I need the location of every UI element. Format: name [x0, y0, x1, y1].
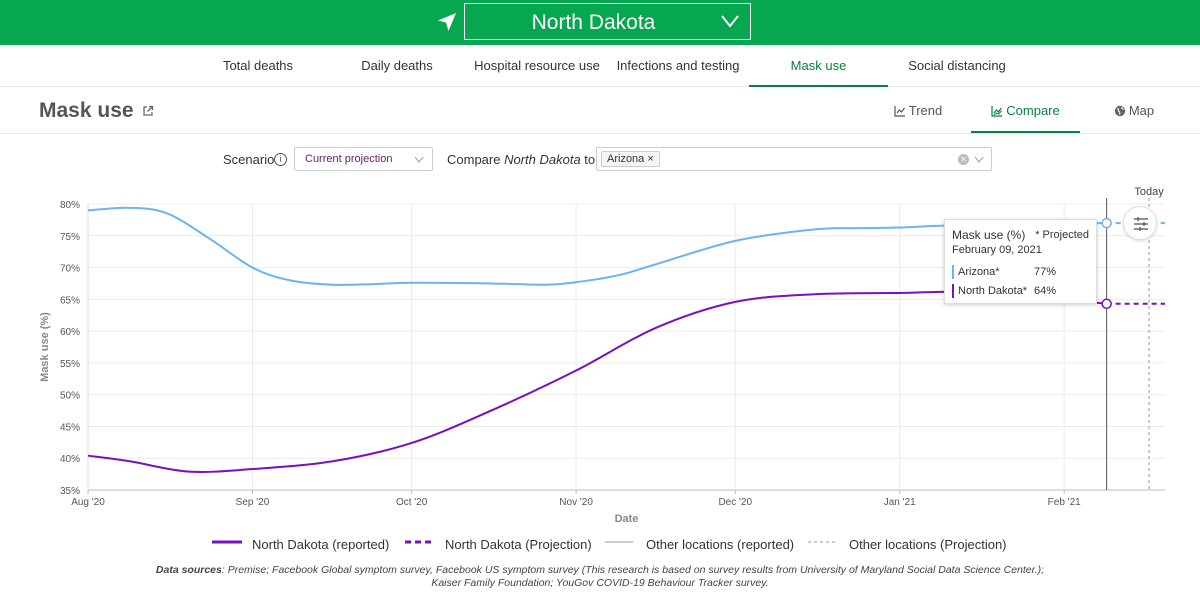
page-title: Mask use	[39, 99, 134, 122]
compare-suffix: to	[580, 152, 596, 167]
y-tick-label: 50%	[60, 391, 80, 402]
tooltip-swatch	[952, 265, 954, 279]
chart-settings-button[interactable]	[1123, 206, 1157, 240]
tab-total-deaths[interactable]: Total deaths	[222, 58, 294, 73]
legend-swatch-solid	[212, 540, 242, 544]
legend-label: North Dakota (reported)	[252, 537, 390, 552]
data-sources: Data sources: Premise; Facebook Global s…	[140, 564, 1060, 590]
compare-prefix: Compare	[447, 152, 505, 167]
location-select-value: North Dakota	[531, 11, 656, 34]
trend-icon	[894, 106, 905, 117]
scenario-label: Scenario	[223, 152, 275, 167]
view-tab-trend[interactable]: Trend	[885, 88, 951, 133]
tooltip-row-name: Arizona*	[958, 266, 1000, 278]
globe-icon	[1114, 105, 1126, 117]
external-link-icon[interactable]	[142, 105, 154, 117]
scenario-select[interactable]: Current projection	[294, 147, 433, 171]
view-tab-map[interactable]: Map	[1106, 88, 1162, 133]
chip-label: Arizona	[607, 153, 645, 165]
tab-infections-and-testing[interactable]: Infections and testing	[616, 58, 740, 73]
y-tick-label: 40%	[60, 454, 80, 465]
tooltip-title: Mask use (%)	[952, 228, 1026, 242]
top-bar: North Dakota	[0, 0, 1200, 45]
x-tick-label: Jan '21	[884, 497, 916, 508]
chevron-down-icon	[721, 15, 739, 28]
hover-point-arizona	[1101, 217, 1112, 229]
compare-label: Compare North Dakota to	[447, 152, 595, 167]
legend-label: North Dakota (Projection)	[445, 537, 592, 552]
tooltip-swatch	[952, 284, 954, 298]
y-tick-label: 55%	[60, 359, 80, 370]
tab-social-distancing[interactable]: Social distancing	[908, 58, 1006, 73]
compare-icon	[991, 106, 1003, 117]
tab-hospital-resource-use[interactable]: Hospital resource use	[474, 58, 600, 73]
series-line-north-dakota	[87, 290, 1107, 473]
compare-location: North Dakota	[504, 152, 581, 167]
hover-point-north-dakota	[1101, 298, 1112, 310]
chevron-down-icon	[974, 156, 984, 163]
tooltip-row-value: 77%	[1034, 266, 1057, 278]
legend-label: Other locations (reported)	[646, 537, 795, 552]
data-sources-text: : Premise; Facebook Global symptom surve…	[221, 564, 1045, 589]
location-arrow-icon[interactable]	[436, 11, 458, 33]
y-tick-label: 75%	[60, 232, 80, 243]
chevron-down-icon	[414, 156, 424, 163]
tooltip-row-name: North Dakota*	[958, 285, 1028, 297]
clear-icon[interactable]: ✕	[958, 154, 969, 165]
chip-remove-icon[interactable]: ×	[647, 153, 654, 165]
info-icon[interactable]: i	[274, 153, 287, 166]
x-tick-label: Nov '20	[559, 497, 593, 508]
series-line-arizona	[87, 206, 1107, 286]
legend-swatch-dashed-grey	[808, 541, 836, 543]
tab-mask-use[interactable]: Mask use	[749, 45, 888, 87]
y-tick-label: 80%	[60, 200, 80, 211]
legend-swatch-dashed	[405, 540, 435, 544]
view-tab-label: Map	[1128, 103, 1155, 118]
page-header: Mask use Trend Compare Map	[0, 88, 1200, 134]
y-tick-label: 35%	[60, 486, 80, 497]
metric-tabs: Total deaths Daily deaths Hospital resou…	[0, 45, 1200, 87]
x-tick-label: Sep '20	[236, 497, 270, 508]
tooltip-date: February 09, 2021	[952, 244, 1042, 256]
y-tick-label: 60%	[60, 327, 80, 338]
x-tick-label: Aug '20	[71, 497, 105, 508]
chart-tooltip: Mask use (%) * Projected February 09, 20…	[944, 219, 1097, 304]
y-tick-label: 45%	[60, 422, 80, 433]
legend-label: Other locations (Projection)	[849, 537, 1007, 552]
compare-locations-select[interactable]: Arizona × ✕	[596, 147, 992, 171]
view-tab-label: Compare	[1006, 103, 1060, 118]
scenario-select-value: Current projection	[305, 153, 393, 165]
view-tab-label: Trend	[908, 103, 943, 118]
x-tick-label: Oct '20	[396, 497, 428, 508]
chart-controls: Scenario i Current projection Compare No…	[0, 147, 1200, 173]
x-tick-label: Dec '20	[718, 497, 752, 508]
y-tick-label: 70%	[60, 264, 80, 275]
chart-legend: North Dakota (reported) North Dakota (Pr…	[0, 536, 1200, 554]
legend-swatch-solid-grey	[605, 541, 633, 543]
view-tab-compare[interactable]: Compare	[971, 88, 1080, 133]
tooltip-row-value: 64%	[1034, 285, 1057, 297]
y-axis-title: Mask use (%)	[39, 312, 51, 382]
data-sources-label: Data sources	[155, 564, 222, 576]
location-chip-arizona[interactable]: Arizona ×	[601, 151, 660, 167]
today-label: Today	[1134, 186, 1164, 198]
tab-daily-deaths[interactable]: Daily deaths	[361, 58, 433, 73]
sliders-icon	[1134, 217, 1148, 231]
x-tick-label: Feb '21	[1048, 497, 1081, 508]
x-axis-title: Date	[615, 513, 639, 525]
tooltip-projected-note: * Projected	[1035, 229, 1089, 241]
location-select[interactable]: North Dakota	[464, 3, 751, 40]
y-tick-label: 65%	[60, 295, 80, 306]
